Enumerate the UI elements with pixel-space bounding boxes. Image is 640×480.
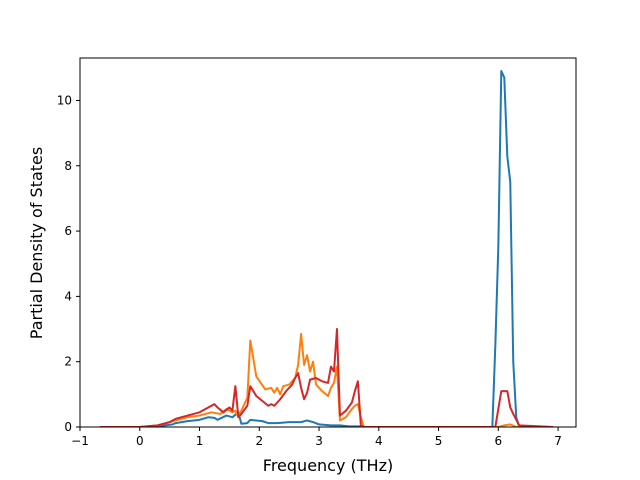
y-tick-label: 6 [64, 224, 72, 238]
x-tick-label: 0 [136, 434, 144, 448]
x-tick-label: 1 [196, 434, 204, 448]
y-tick-label: 2 [64, 355, 72, 369]
x-tick-label: 5 [435, 434, 443, 448]
y-tick-label: 0 [64, 420, 72, 434]
y-axis-title: Partial Density of States [27, 147, 46, 339]
x-tick-label: 3 [315, 434, 323, 448]
x-axis-title: Frequency (THz) [263, 456, 393, 475]
y-tick-label: 4 [64, 289, 72, 303]
plot-frame [79, 57, 577, 428]
x-tick-label: 2 [255, 434, 263, 448]
x-tick-label: 7 [554, 434, 562, 448]
x-tick-label: 4 [375, 434, 383, 448]
x-tick-label: 6 [494, 434, 502, 448]
series-line-1 [99, 70, 554, 427]
y-tick-label: 10 [57, 93, 72, 107]
series-line-3 [99, 328, 554, 427]
series-layer [99, 70, 554, 427]
x-tick-label: −1 [71, 434, 89, 448]
y-tick-label: 8 [64, 159, 72, 173]
